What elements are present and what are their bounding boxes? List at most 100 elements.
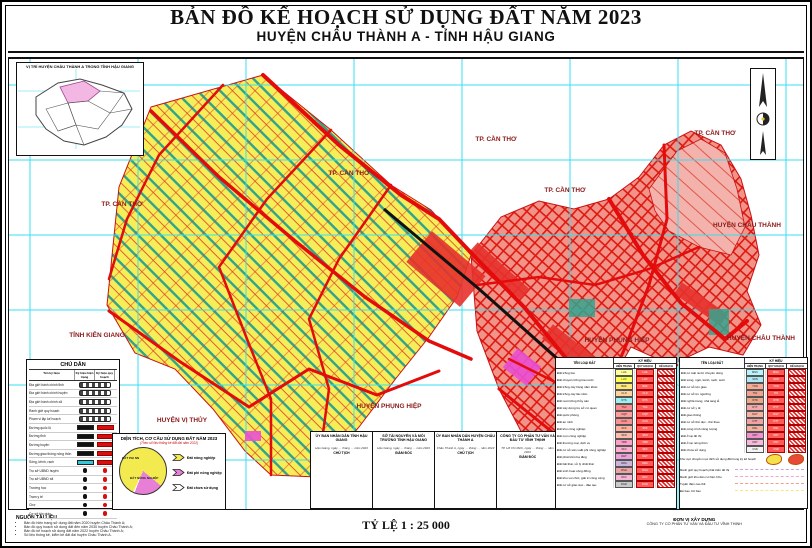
line-row-name: Ranh giới khu dân cư hiện hữu <box>680 474 722 479</box>
swatch-plan-hatched <box>788 376 806 383</box>
signature-block: CÔNG TY CỔ PHẦN TƯ VẤN VÀ ĐẦU TƯ VĨNH TH… <box>496 431 559 509</box>
legend-row: Đường tỉnh <box>29 433 117 442</box>
source-item: Bản đồ kế hoạch sử dụng đất năm 2022 huy… <box>24 529 133 533</box>
landuse-line-row: Đê bao, bờ bao <box>680 487 807 494</box>
legend-row: Đường quốc lộ <box>29 424 117 433</box>
table-header-name: TÊN LOẠI ĐẤT <box>680 358 744 369</box>
builder-block: ĐƠN VỊ XÂY DỰNG CÔNG TY CỔ PHẦN TƯ VẤN V… <box>647 517 742 526</box>
neighbor-label: HUYỆN CHÂU THÀNH <box>713 220 781 229</box>
swatch-plan-hatched <box>657 460 675 467</box>
neighbor-label: HUYỆN PHỤNG HIỆP <box>356 401 422 410</box>
swatch-planned: SON <box>767 376 785 383</box>
swatch-plan-hatched <box>788 390 806 397</box>
swatch-current: DYT <box>746 404 764 411</box>
landuse-row-name: Đất giao thông <box>681 412 702 417</box>
swatch-current: TMD <box>615 439 633 446</box>
swatch-planned: DGT <box>767 411 785 418</box>
neighbor-label: TỈNH KIÊN GIANG <box>69 330 125 339</box>
landuse-row-name: Đất ở tại nông thôn <box>681 440 708 445</box>
neighbor-label: HUYỆN VỊ THỦY <box>157 415 208 424</box>
landuse-table-2: TÊN LOẠI ĐẤT KÝ HIỆU HIỆN TRẠNG QUY HOẠCH KẾ… <box>679 357 808 509</box>
legend-row: Chợ <box>29 501 117 510</box>
swatch-planned: SKK <box>636 425 654 432</box>
swatch-planned: BHK <box>636 383 654 390</box>
pie-subtitle: (Theo số liệu thống kê đất đai năm 2022) <box>139 441 199 445</box>
landuse-special-row: Khu vực chuyển mục đích sử dụng đất tron… <box>680 453 807 466</box>
signature-date: Hậu Giang, ngày … tháng … năm 2023 <box>315 446 368 450</box>
legend-row: Trụ sở UBND huyện <box>29 467 117 476</box>
signature-block: ỦY BAN NHÂN DÂN TỈNH HẬU GIANG Hậu Giang… <box>310 431 373 509</box>
signature-date: Hậu Giang, ngày … tháng … năm 2023 <box>377 446 430 450</box>
source-item: Bản đồ hiện trạng sử dụng đất năm 2020 h… <box>24 521 133 525</box>
neighbor-label: TP. CẦN THƠ <box>328 167 370 177</box>
blob-plan-icon <box>788 454 804 465</box>
landuse-row-name: Đất sinh hoạt cộng đồng <box>557 468 591 473</box>
landuse-row-name: Đất cơ sở tôn giáo <box>681 384 707 389</box>
swatch-plan-hatched <box>657 411 675 418</box>
swatch-planned: DTT <box>767 418 785 425</box>
legend-col-planned: Ký hiệu quy hoạch <box>95 370 115 380</box>
landuse-line-row: Ranh giới quy hoạch phát triển đô thị <box>680 466 807 473</box>
swatch-current: SON <box>746 376 764 383</box>
legend-rows: Địa giới hành chính tỉnh Địa giới hành ch… <box>29 381 117 519</box>
table-header-symbol: KÝ HIỆU <box>613 358 676 364</box>
legend-row: Địa giới hành chính huyện <box>29 390 117 399</box>
legend-row: Địa giới hành chính tỉnh <box>29 381 117 390</box>
swatch-planned: DSH <box>636 467 654 474</box>
swatch-planned: DYT <box>767 404 785 411</box>
swatch-current: CLN <box>615 390 633 397</box>
swatch-planned: DNL <box>767 425 785 432</box>
inset-highlight-district <box>59 80 101 104</box>
table-subheader: HIỆN TRẠNG <box>613 364 634 369</box>
north-arrow-icon <box>756 73 770 155</box>
swatch-planned: ONT <box>767 439 785 446</box>
legend-row: Sông, kênh, rạch <box>29 458 117 467</box>
bottom-strip: NGUỒN TÀI LIỆU Bản đồ hiện trạng sử dụng… <box>10 514 802 542</box>
swatch-current: DKV <box>615 474 633 481</box>
legend-row-label: Trụ sở UBND huyện <box>29 468 59 473</box>
landuse-row-name: Đất nghĩa trang, nhà tang lễ <box>681 398 720 403</box>
swatch-plan-hatched <box>788 404 806 411</box>
pie-title: DIỆN TÍCH, CƠ CẤU SỬ DỤNG ĐẤT NĂM 2023 <box>120 436 218 441</box>
swatch-current: CAN <box>615 418 633 425</box>
legend-row: Đường giao thông nông thôn <box>29 450 117 459</box>
landuse-row-name: Đất trồng lúa <box>557 370 575 375</box>
swatch-planned: CAN <box>636 418 654 425</box>
header: BẢN ĐỒ KẾ HOẠCH SỬ DỤNG ĐẤT NĂM 2023 HUY… <box>2 6 810 44</box>
swatch-current: BHK <box>615 383 633 390</box>
swatch-planned: DHT <box>636 453 654 460</box>
pie-legend-item: Đất nông nghiệp <box>172 453 223 462</box>
landuse-row-name: Đất có mặt nước chuyên dùng <box>681 370 723 375</box>
pie-slice-label-agriculture: ĐẤT NÔNG NGHIỆP <box>130 476 159 480</box>
neighbor-label: HUYỆN CHÂU THÀNH <box>727 333 795 342</box>
pie-legend-arrow-icon <box>172 469 185 476</box>
swatch-plan-hatched <box>657 369 675 376</box>
signature-org: ỦY BAN NHÂN DÂN TỈNH HẬU GIANG <box>315 434 368 442</box>
source-item: Số liệu thống kê, kiểm kê đất đai huyện … <box>24 533 133 537</box>
signature-role: GIÁM ĐỐC <box>518 455 537 459</box>
legend-col-current: Ký hiệu hiện trạng <box>75 370 95 380</box>
signature-org: SỞ TÀI NGUYÊN VÀ MÔI TRƯỜNG TỈNH HẬU GIA… <box>379 434 428 442</box>
landuse-row-name: Đất cơ sở y tế <box>681 405 701 410</box>
swatch-planned: SKN <box>636 432 654 439</box>
landuse-row-name: Đất công trình năng lượng <box>681 426 718 431</box>
legend-column-headers: Tên ký hiệu Ký hiệu hiện trạng Ký hiệu q… <box>29 370 117 381</box>
landuse-row-name: Đất xây dựng trụ sở cơ quan <box>557 405 597 410</box>
swatch-current: DHT <box>615 453 633 460</box>
legend-row-label: Địa giới hành chính xã <box>29 399 62 404</box>
swatch-plan-hatched <box>657 467 675 474</box>
special-name: Khu vực chuyển mục đích sử dụng đất tron… <box>680 456 757 461</box>
page-subtitle: HUYỆN CHÂU THÀNH A - TỈNH HẬU GIANG <box>256 29 556 45</box>
pie-chart: ĐẤT NÔNG NGHIỆP ĐẤT PHI NN <box>119 447 167 495</box>
swatch-current: LUC <box>615 376 633 383</box>
line-row-name: Tuyến điện cao thế <box>680 481 706 486</box>
legend-row-label: Trạm y tế <box>29 494 43 499</box>
swatch-current: DGD <box>615 481 633 488</box>
map-labels: TP. CẦN THƠ TP. CẦN THƠ TP. CẦN THƠ TP. CẦN… <box>69 127 795 424</box>
legend-row-label: Địa giới hành chính tỉnh <box>29 382 64 387</box>
swatch-planned: CSD <box>767 446 785 453</box>
landuse-row-name: Đất cơ sở thể dục - thể thao <box>681 419 720 424</box>
swatch-plan-hatched <box>657 390 675 397</box>
landuse-row-name: Đất quốc phòng <box>557 412 579 417</box>
inset-map-svg <box>18 69 140 149</box>
